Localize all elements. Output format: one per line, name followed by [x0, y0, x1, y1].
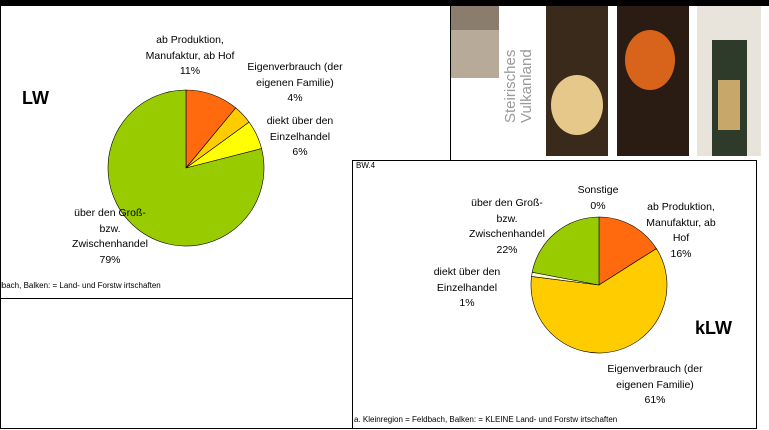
slice-label: Sonstige 0%: [578, 183, 619, 214]
slice-label: ab Produktion, Manufaktur, ab Hof 16%: [637, 200, 725, 262]
photo-strip: [451, 6, 761, 156]
category-label: Eigenverbrauch (der eigenen Familie): [247, 61, 343, 89]
brand-line: Vulkanland: [518, 49, 535, 123]
category-label: ab Produktion, Manufaktur, ab Hof: [145, 34, 235, 62]
brand-line: Steirisches: [502, 49, 519, 123]
photo: [718, 80, 740, 130]
category-label: Eigenverbrauch (der eigenen Familie): [607, 363, 703, 391]
slice-label: über den Groß- bzw. Zwischenhandel 22%: [469, 196, 545, 258]
value-label: 79%: [99, 253, 121, 266]
top-bar: [0, 0, 769, 6]
slice-label: ab Produktion, Manufaktur, ab Hof 11%: [146, 33, 235, 80]
value-label: 6%: [292, 146, 308, 158]
value-label: 0%: [590, 199, 606, 212]
value-label: 1%: [459, 297, 475, 309]
slice-label: Eigenverbrauch (der eigenen Familie) 4%: [247, 60, 342, 107]
footnote: a. Kleinregion = Feldbach, Balken: = KLE…: [354, 415, 618, 424]
category-label: über den Groß- bzw. Zwischenhandel: [72, 207, 148, 250]
panel-label: BW.4: [356, 161, 376, 170]
value-label: 22%: [496, 243, 518, 256]
value-label: 4%: [287, 92, 303, 104]
value-label: 61%: [644, 394, 666, 406]
photo: [625, 30, 675, 90]
pie-slice: [531, 216, 600, 286]
chart-title: kLW: [695, 318, 733, 338]
category-label: diekt über den Einzelhandel: [266, 115, 334, 143]
pie-slice: [598, 216, 657, 286]
footnote: lbach, Balken: = Land- und Forstw irtsch…: [0, 281, 161, 290]
brand: Steirisches Vulkanland: [502, 49, 535, 123]
pie-slice: [107, 89, 265, 247]
value-label: 16%: [670, 247, 692, 260]
pie-slice: [530, 248, 668, 354]
slice-label: diekt über den Einzelhandel 6%: [267, 114, 334, 161]
category-label: ab Produktion, Manufaktur, ab Hof: [646, 201, 716, 244]
photo: [451, 30, 499, 78]
value-label: 11%: [179, 65, 201, 77]
category-label: Sonstige: [577, 184, 619, 196]
photo: [551, 75, 603, 135]
slice-label: Eigenverbrauch (der eigenen Familie) 61%: [607, 362, 702, 409]
slice-label: diekt über den Einzelhandel 1%: [434, 265, 501, 312]
slice-label: über den Groß- bzw. Zwischenhandel 79%: [72, 206, 148, 268]
chart-title: LW: [22, 88, 49, 108]
category-label: diekt über den Einzelhandel: [433, 266, 501, 294]
category-label: über den Groß- bzw. Zwischenhandel: [469, 197, 545, 240]
